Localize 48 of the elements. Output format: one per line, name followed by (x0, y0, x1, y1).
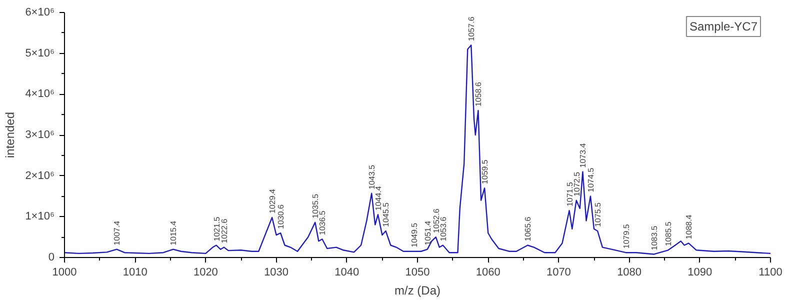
annotation: 1022.6 (220, 218, 230, 244)
y-tick-label: 5×10⁶ (25, 47, 55, 60)
annotation: 1053.6 (438, 216, 448, 242)
annotation: 1072.5 (572, 171, 582, 196)
x-tick-label: 1000 (52, 266, 77, 278)
annotation: 1074.5 (586, 167, 596, 192)
x-tick-label: 1010 (122, 266, 148, 278)
annotation: 1057.6 (467, 16, 476, 42)
line-series (64, 44, 770, 255)
x-tick-label: 1030 (264, 266, 289, 278)
annotation: 1052.6 (432, 208, 441, 234)
y-tick-label: 2×10⁶ (25, 170, 55, 182)
x-tick-label: 1080 (617, 266, 642, 278)
annotation: 1029.4 (268, 188, 278, 214)
annotation: 1083.5 (650, 225, 660, 250)
annotation: Sample-YC7 (689, 20, 758, 34)
x-tick-label: 1100 (758, 266, 782, 278)
y-tick-label: 3×10⁶ (25, 129, 55, 141)
annotation: 1051.4 (423, 220, 432, 246)
x-tick-label: 1070 (546, 266, 571, 278)
annotation: 1035.5 (311, 193, 320, 218)
y-tick-label: 1×10⁶ (25, 210, 55, 223)
annotation: 1073.4 (578, 142, 588, 168)
y-tick-label: 0 (48, 252, 55, 264)
annotation: 1065.6 (524, 216, 533, 242)
x-tick-label: 1040 (334, 266, 360, 278)
annotation: 1030.6 (276, 204, 286, 229)
x-axis-title: m/z (Da) (394, 284, 440, 298)
x-tick-label: 1050 (405, 266, 430, 278)
annotation: 1021.5 (212, 216, 222, 242)
annotation: 1088.4 (684, 214, 694, 240)
annotation: 1049.5 (410, 222, 419, 248)
annotation: 1079.5 (622, 224, 631, 249)
annotation: 1036.5 (318, 210, 328, 236)
annotation: 1045.5 (382, 202, 391, 227)
y-axis-title: intended (3, 112, 18, 158)
annotation: 1075.5 (594, 202, 603, 227)
annotation: 1071.5 (565, 182, 574, 207)
annotation: 1085.5 (664, 221, 674, 246)
annotation: 1015.4 (169, 220, 178, 246)
x-tick-label: 1020 (193, 266, 218, 278)
x-tick-label: 1060 (476, 266, 500, 278)
y-tick-label: 4×10⁶ (25, 88, 55, 100)
y-tick-label: 6×10⁶ (25, 6, 55, 18)
annotation: 1058.6 (474, 81, 484, 106)
x-tick-label: 1090 (688, 266, 712, 278)
annotation: 1007.4 (112, 220, 122, 246)
annotation: 1059.5 (480, 159, 490, 184)
